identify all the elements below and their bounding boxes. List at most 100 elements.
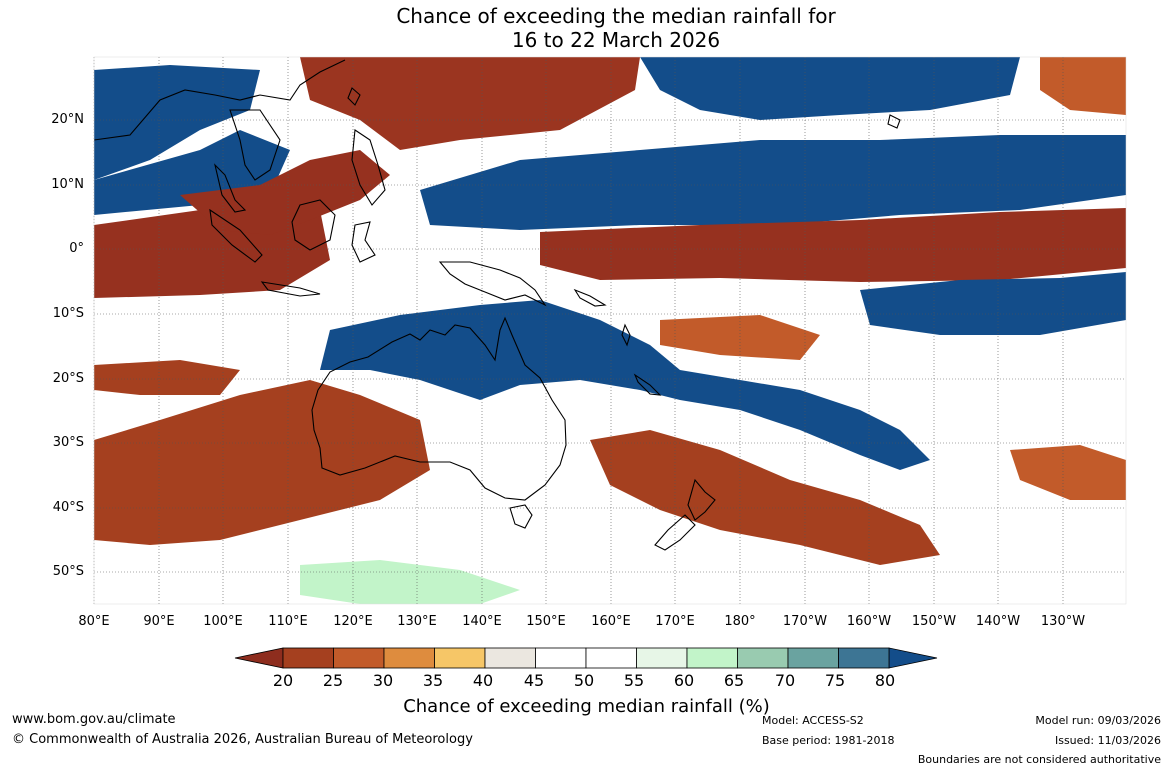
region-se-pacific-wet [860,272,1126,335]
lon-label-110e: 110°E [268,614,308,629]
colorbar-tick-30: 30 [372,671,394,690]
base-period-text: Base period: 1981-2018 [762,734,895,747]
colorbar-tick-25: 25 [322,671,344,690]
coastlines [94,59,901,551]
borneo-coastline [291,199,336,251]
colorbar-tick-55: 55 [623,671,645,690]
map-frame [93,56,1127,605]
indochina-coastline [229,109,281,181]
colorbar-high-arrow [888,647,938,669]
colorbar-low-arrow [234,647,284,669]
colorbar-tick-35: 35 [422,671,444,690]
colorbar-cell [737,647,789,669]
region-north-dry-east [1040,57,1126,115]
lat-label-40s: 40°S [52,500,84,515]
colorbar-tick-65: 65 [723,671,745,690]
region-tasman-dry [590,430,940,565]
lon-label-170w: 170°W [782,614,828,629]
lat-label-10s: 10°S [52,306,84,321]
lon-label-100e: 100°E [203,614,243,629]
disclaimer-text: Boundaries are not considered authoritat… [917,753,1161,766]
colorbar-cell [636,647,688,669]
region-coral-sea-dry [660,315,820,360]
region-se-dry [1010,445,1126,500]
new-zealand-south-coastline [654,514,696,551]
colorbar-tick-80: 80 [874,671,896,690]
hawaii-coastline [887,114,901,129]
philippines-coastline [351,129,386,206]
lon-label-130w: 130°W [1040,614,1086,629]
lon-label-150e: 150°E [526,614,566,629]
colorbar-tick-70: 70 [774,671,796,690]
colorbar-cell [484,647,536,669]
malay-peninsula-coastline [214,163,247,213]
region-equatorial-dry [540,208,1126,282]
region-south-indian-dry [94,360,240,395]
region-south-wet-fringe [300,560,520,604]
region-north-wet [640,57,1020,120]
colorbar-tick-40: 40 [472,671,494,690]
colorbar-cell [686,647,738,669]
australia-coastline [311,316,567,501]
colorbar-cell [383,647,435,669]
lat-label-10n: 10°N [51,177,84,192]
map-field [94,57,1126,604]
tasmania-coastline [509,504,533,529]
region-australia-wet [320,300,930,470]
lon-label-150w: 150°W [911,614,957,629]
new-zealand-north-coastline [687,478,716,521]
lon-label-180: 180° [724,614,756,629]
region-southern-indian-dry [94,380,430,545]
lon-label-160e: 160°E [591,614,631,629]
issued-text: Issued: 11/03/2026 [1054,734,1161,747]
new-caledonia-coastline [633,373,662,396]
region-nw-wet [94,65,260,180]
lon-label-140e: 140°E [462,614,502,629]
lon-label-140w: 140°W [975,614,1021,629]
lon-label-170e: 170°E [655,614,695,629]
lat-label-20s: 20°S [52,371,84,386]
colorbar-cell [535,647,587,669]
colorbar-cell [838,647,890,669]
map-title: Chance of exceeding the median rainfall … [0,4,1173,52]
asia-mainland-coastline [94,59,346,141]
taiwan-coastline [347,87,361,106]
region-north-dry [300,57,640,150]
colorbar-cell [333,647,385,669]
colorbar-title: Chance of exceeding median rainfall (%) [403,696,770,717]
lon-label-160w: 160°W [846,614,892,629]
copyright-text: © Commonwealth of Australia 2026, Austra… [12,732,473,747]
vanuatu-coastline [621,323,631,347]
colorbar-tick-50: 50 [573,671,595,690]
website-text: www.bom.gov.au/climate [12,712,176,727]
region-central-pacific-wet [420,135,1126,230]
lat-label-50s: 50°S [52,564,84,579]
colorbar-cell [585,647,637,669]
title-line-1: Chance of exceeding the median rainfall … [396,4,836,28]
lon-label-120e: 120°E [333,614,373,629]
new-guinea-coastline [438,261,547,307]
colorbar-cell [434,647,486,669]
sulawesi-coastline [351,221,376,263]
colorbar-cell [787,647,839,669]
colorbar-cell [282,647,334,669]
colorbar-tick-60: 60 [673,671,695,690]
sumatra-coastline [209,208,263,263]
region-maritime-continent-dry [180,150,390,235]
title-line-2: 16 to 22 March 2026 [511,28,721,52]
lon-label-130e: 130°E [397,614,437,629]
colorbar [234,647,938,669]
lat-label-0: 0° [69,241,84,256]
lon-label-90e: 90°E [143,614,175,629]
colorbar-tick-45: 45 [523,671,545,690]
colorbar-tick-20: 20 [272,671,294,690]
solomon-islands-coastline [573,288,607,307]
java-coastline [260,281,321,297]
lat-label-30s: 30°S [52,435,84,450]
colorbar-tick-75: 75 [824,671,846,690]
model-run-text: Model run: 09/03/2026 [1035,714,1161,727]
lon-label-80e: 80°E [78,614,110,629]
model-text: Model: ACCESS-S2 [762,714,864,727]
lat-label-20n: 20°N [51,112,84,127]
